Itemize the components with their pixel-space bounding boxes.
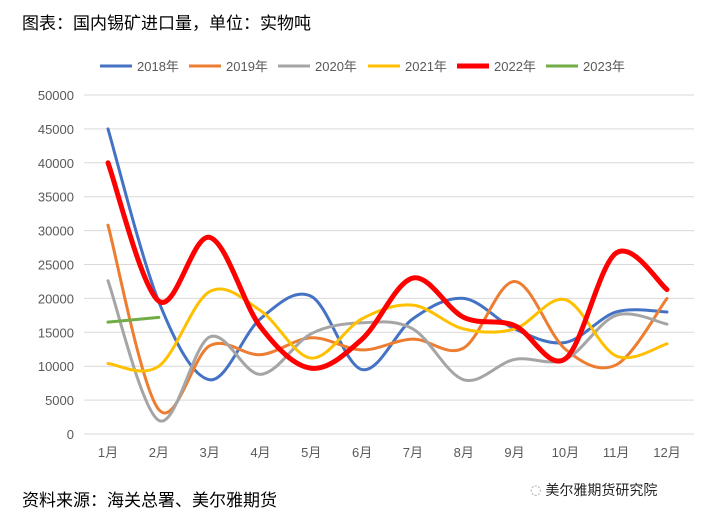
x-tick-label: 11月 bbox=[603, 445, 630, 460]
series-line-2022年 bbox=[105, 160, 670, 371]
y-tick-label: 50000 bbox=[38, 88, 74, 103]
legend-label: 2022年 bbox=[494, 59, 536, 74]
x-tick-label: 12月 bbox=[653, 445, 680, 460]
y-tick-label: 25000 bbox=[38, 258, 74, 273]
x-tick-label: 6月 bbox=[352, 445, 372, 460]
series-line-2023年 bbox=[106, 315, 161, 324]
series-line-2018年 bbox=[106, 127, 669, 382]
x-tick-label: 1月 bbox=[98, 445, 118, 460]
x-tick-label: 9月 bbox=[504, 445, 524, 460]
legend-label: 2023年 bbox=[583, 59, 625, 74]
x-tick-label: 4月 bbox=[250, 445, 270, 460]
x-tick-label: 2月 bbox=[149, 445, 169, 460]
y-tick-label: 35000 bbox=[38, 190, 74, 205]
legend-label: 2019年 bbox=[226, 59, 268, 74]
source-note: 资料来源：海关总署、美尔雅期货 bbox=[22, 491, 277, 511]
y-tick-label: 10000 bbox=[38, 359, 74, 374]
y-tick-label: 30000 bbox=[38, 224, 74, 239]
y-tick-label: 5000 bbox=[45, 393, 74, 408]
y-tick-label: 45000 bbox=[38, 122, 74, 137]
chart-title: 图表：国内锡矿进口量，单位：实物吨 bbox=[22, 14, 311, 34]
x-tick-label: 8月 bbox=[454, 445, 474, 460]
brand-name: 美尔雅期货研究院 bbox=[545, 483, 658, 499]
x-tick-label: 3月 bbox=[200, 445, 220, 460]
y-tick-label: 0 bbox=[67, 427, 74, 442]
legend-label: 2018年 bbox=[137, 59, 179, 74]
y-tick-label: 40000 bbox=[38, 156, 74, 171]
x-tick-label: 10月 bbox=[552, 445, 579, 460]
legend-label: 2020年 bbox=[315, 59, 357, 74]
brand-watermark: ◌ 美尔雅期货研究院 bbox=[530, 480, 657, 500]
wechat-icon: ◌ bbox=[530, 482, 542, 498]
x-tick-label: 5月 bbox=[301, 445, 321, 460]
y-tick-label: 20000 bbox=[38, 291, 74, 306]
legend-label: 2021年 bbox=[405, 59, 447, 74]
x-tick-label: 7月 bbox=[403, 445, 423, 460]
y-tick-label: 15000 bbox=[38, 325, 74, 340]
